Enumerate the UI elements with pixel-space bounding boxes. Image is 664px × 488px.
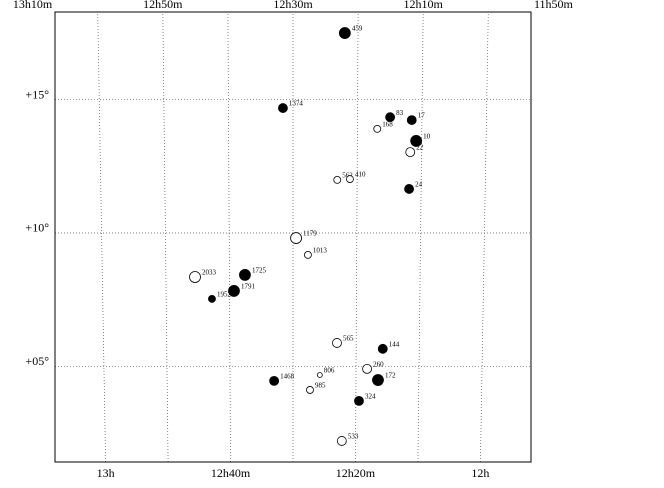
galaxy-label: 2033 — [202, 269, 217, 277]
galaxy-marker — [362, 363, 373, 374]
galaxy-label: 985 — [315, 382, 326, 390]
galaxy-label: 1468 — [280, 372, 295, 380]
grid-line — [97, 12, 106, 462]
galaxy-label: 1374 — [289, 100, 304, 108]
galaxy-marker — [306, 386, 314, 394]
galaxy-marker — [354, 395, 364, 406]
galaxy-label: 806 — [324, 367, 335, 375]
grid-line — [227, 12, 231, 462]
x2-tick-label: 11h50m — [534, 0, 574, 11]
x-tick-label: 12h40m — [211, 466, 251, 480]
galaxy-marker — [338, 27, 351, 39]
galaxy-label: 22 — [416, 144, 424, 152]
galaxy-label: 1952 — [217, 291, 232, 299]
galaxy-label: 10 — [423, 133, 431, 141]
galaxy-marker — [228, 285, 240, 297]
y-tick-label: +10° — [25, 221, 49, 235]
galaxy-marker — [377, 343, 388, 354]
galaxy-marker — [410, 135, 423, 147]
galaxy-label: 410 — [355, 171, 366, 179]
galaxy-label: 562 — [342, 171, 353, 179]
x2-tick-label: 12h30m — [273, 0, 313, 11]
galaxy-label: 1791 — [241, 283, 256, 291]
galaxy-label: 168 — [382, 121, 393, 129]
galaxy-marker — [405, 147, 416, 158]
galaxy-marker — [336, 436, 347, 446]
grid-line — [480, 12, 489, 462]
x-tick-label: 12h — [471, 466, 489, 480]
galaxy-marker — [385, 112, 396, 123]
grid-line — [417, 12, 424, 462]
galaxy-marker — [373, 125, 382, 133]
y-tick-label: +05° — [25, 354, 49, 368]
galaxy-marker — [332, 338, 342, 348]
galaxy-marker — [189, 271, 201, 283]
galaxy-marker — [304, 250, 312, 259]
x2-tick-label: 13h10m — [13, 0, 53, 11]
galaxy-marker — [208, 295, 216, 303]
grid-line — [543, 12, 554, 462]
galaxy-marker — [333, 175, 342, 184]
galaxy-marker — [316, 372, 323, 378]
galaxy-marker — [346, 175, 354, 183]
galaxy-marker — [406, 115, 417, 125]
galaxy-label: 533 — [348, 433, 359, 441]
galaxy-label: 144 — [389, 340, 400, 348]
galaxy-label: 1179 — [303, 230, 317, 238]
galaxy-label: 260 — [373, 360, 384, 368]
x-tick-label: 12h20m — [336, 466, 376, 480]
x2-tick-label: 12h10m — [404, 0, 444, 11]
grid — [33, 12, 554, 462]
grid-line — [162, 12, 169, 462]
galaxy-label: 172 — [385, 372, 396, 380]
galaxy-label: 459 — [352, 25, 363, 33]
y-tick-label: +15° — [25, 87, 49, 101]
galaxy-marker — [278, 103, 288, 113]
x-tick-label: 13h — [97, 466, 115, 480]
galaxy-label: 83 — [396, 109, 404, 117]
x2-tick-label: 12h50m — [143, 0, 183, 11]
galaxy-label: 324 — [365, 392, 376, 400]
galaxy-marker — [404, 184, 414, 194]
galaxy-label: 17 — [418, 112, 426, 120]
galaxy-marker — [372, 374, 384, 386]
grid-line — [33, 12, 44, 462]
galaxy-label: 1725 — [252, 267, 267, 275]
galaxy-marker — [269, 375, 280, 386]
galaxy-label: 1013 — [313, 246, 328, 254]
frame — [54, 11, 532, 463]
grid-line — [355, 12, 359, 462]
galaxy-marker — [290, 232, 302, 244]
galaxy-label: 24 — [415, 181, 423, 189]
galaxy-marker — [239, 269, 251, 281]
galaxy-label: 565 — [343, 335, 354, 343]
